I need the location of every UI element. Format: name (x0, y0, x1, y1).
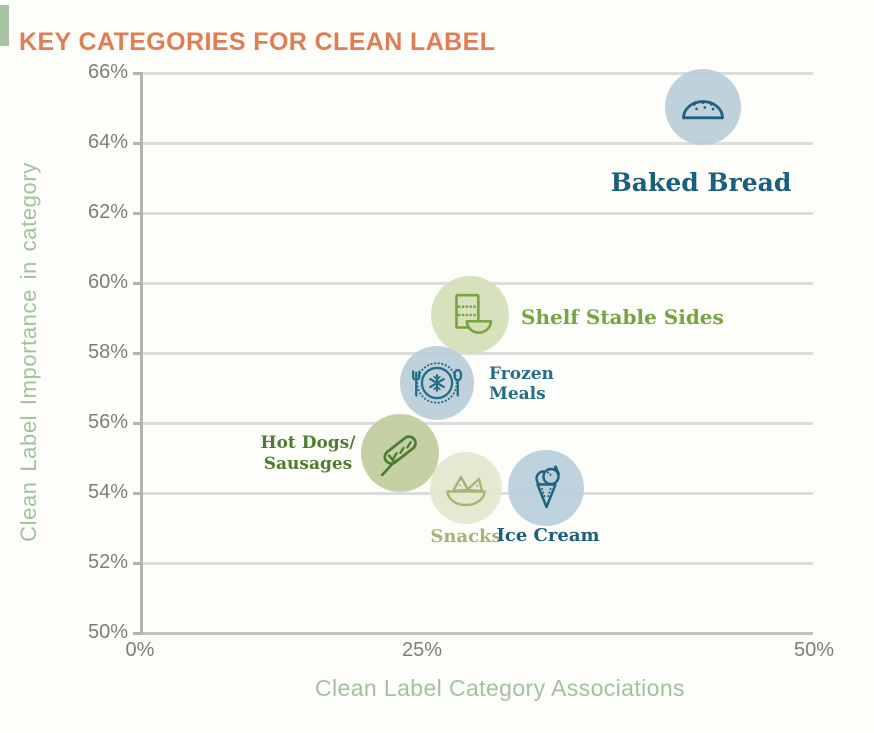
y-axis-tick-label: 54% (87, 481, 128, 503)
bubble-shelf-stable-sides (431, 276, 509, 354)
y-axis-tick-label: 50% (87, 621, 128, 643)
sausage-fork-icon (380, 435, 417, 477)
y-axis-tick-label: 52% (87, 551, 128, 573)
x-axis-baseline (133, 632, 813, 635)
point-label-snacks: Snacks (430, 526, 502, 547)
frozen-plate-icon (411, 362, 463, 404)
plot-area (133, 72, 813, 635)
bubble-snacks (430, 452, 502, 524)
bubble-frozen-meals (400, 346, 474, 420)
package-bowl-icon (455, 293, 493, 335)
snack-bowl-icon (446, 475, 486, 507)
y-axis-tick-label: 64% (87, 131, 128, 153)
y-axis-tick-label: 62% (87, 201, 128, 223)
gridline (133, 422, 813, 425)
x-axis-tick-label: 25% (401, 639, 443, 661)
point-label-frozen-meals: Frozen Meals (489, 364, 554, 404)
point-label-ice-cream: Ice Cream (496, 525, 600, 546)
bubble-hot-dogs-sausages (361, 414, 439, 492)
y-axis-tick-label: 58% (87, 341, 128, 363)
y-axis-tick-label: 66% (87, 61, 128, 83)
point-label-shelf-stable-sides: Shelf Stable Sides (521, 305, 724, 329)
gridline (133, 142, 813, 145)
x-axis-tick-label: 50% (793, 639, 835, 661)
title-accent-bar (0, 5, 9, 46)
gridline (133, 72, 813, 75)
bubble-ice-cream (508, 450, 584, 526)
ice-cream-icon (535, 465, 560, 509)
gridline (133, 212, 813, 215)
gridline (133, 352, 813, 355)
page-title: KEY CATEGORIES FOR CLEAN LABEL (19, 27, 496, 56)
x-axis-title: Clean Label Category Associations (315, 675, 685, 701)
point-label-baked-bread: Baked Bread (610, 168, 792, 197)
point-label-hot-dogs-sausages: Hot Dogs/ Sausages (260, 433, 356, 474)
bread-icon (682, 100, 724, 120)
bubble-baked-bread (665, 69, 741, 145)
y-axis-tick-label: 56% (87, 411, 128, 433)
y-axis-tick-label: 60% (87, 271, 128, 293)
gridline (133, 562, 813, 565)
x-axis-tick-label: 0% (125, 639, 155, 661)
y-axis-title: Clean Label Importance in category (16, 162, 41, 542)
